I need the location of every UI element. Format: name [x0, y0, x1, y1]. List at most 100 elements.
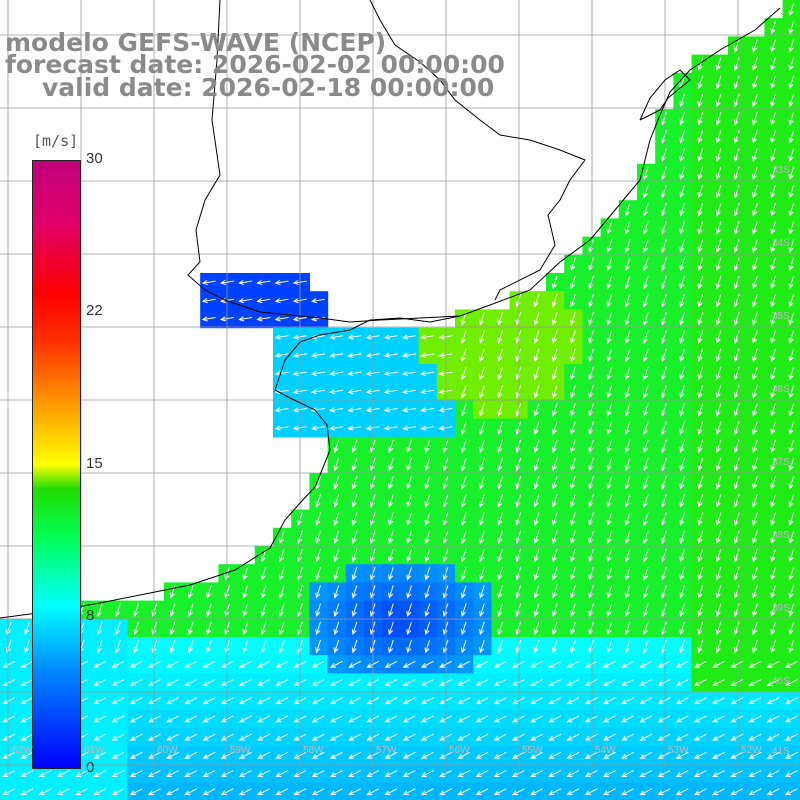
wind-arrow [329, 425, 344, 431]
wind-arrow [242, 566, 249, 581]
wind-arrow [642, 603, 649, 617]
wind-arrow [661, 257, 667, 272]
wind-arrow [661, 312, 667, 326]
wind-arrow [479, 585, 485, 599]
wind-arrow [788, 548, 795, 563]
wind-arrow [351, 457, 358, 472]
wind-arrow [752, 312, 758, 326]
wind-arrow [147, 770, 161, 777]
wind-arrow [348, 660, 361, 668]
wind-arrow [151, 639, 158, 654]
wind-arrow [533, 566, 540, 581]
wind-arrow [347, 425, 362, 431]
wind-arrow [621, 679, 634, 686]
wind-arrow [642, 512, 649, 526]
wind-arrow [115, 639, 121, 654]
wind-arrow [475, 751, 489, 759]
wind-arrow [733, 494, 740, 508]
wind-arrow [329, 679, 343, 686]
wind-arrow [329, 697, 343, 705]
wind-arrow [406, 457, 412, 472]
wind-arrow [693, 679, 707, 686]
wind-arrow [679, 293, 685, 308]
wind-arrow [712, 733, 725, 741]
wind-arrow [401, 334, 416, 340]
wind-arrow [457, 679, 471, 686]
wind-arrow [784, 751, 798, 759]
wind-arrow [460, 439, 467, 454]
wind-arrow [570, 384, 576, 399]
wind-arrow [439, 788, 452, 796]
wind-arrow [242, 585, 249, 599]
wind-arrow [624, 366, 631, 381]
wind-arrow [497, 566, 503, 581]
wind-arrow [624, 457, 631, 472]
wind-arrow [402, 715, 416, 723]
wind-arrow [460, 603, 467, 617]
wind-arrow [733, 530, 740, 545]
wind-arrow [548, 788, 562, 796]
wind-arrow [570, 348, 576, 363]
wind-arrow [697, 75, 704, 90]
wind-arrow [115, 621, 121, 636]
wind-arrow [697, 57, 704, 71]
wind-arrow [606, 239, 613, 253]
wind-arrow [315, 566, 321, 581]
wind-arrow [129, 751, 143, 759]
wind-arrow [219, 279, 234, 286]
wind-arrow [770, 475, 776, 490]
wind-arrow [238, 697, 252, 705]
wind-arrow [675, 697, 689, 705]
wind-arrow [497, 330, 503, 344]
lon-label: 60W [157, 745, 178, 756]
wind-arrow [347, 389, 362, 395]
title-valid-date: valid date: 2026-02-18 00:00:00 [42, 73, 495, 102]
wind-arrow [202, 733, 216, 741]
wind-arrow [642, 202, 649, 217]
wind-arrow [238, 298, 253, 304]
wind-arrow [679, 166, 685, 181]
wind-arrow [752, 75, 758, 90]
wind-arrow [784, 715, 798, 723]
wind-arrow [770, 257, 776, 272]
wind-arrow [96, 603, 103, 617]
wind-arrow [606, 421, 613, 435]
wind-arrow [460, 421, 467, 435]
wind-arrow [220, 660, 234, 668]
wind-arrow [406, 494, 412, 508]
wind-arrow [24, 639, 30, 654]
wind-arrow [497, 457, 503, 472]
wind-arrow [657, 788, 671, 796]
wind-arrow [788, 184, 795, 199]
wind-arrow [460, 475, 467, 490]
wind-arrow [733, 585, 740, 599]
wind-arrow [784, 697, 798, 705]
wind-arrow [348, 697, 361, 705]
wind-arrow [657, 770, 671, 777]
wind-arrow [712, 660, 725, 668]
wind-arrow [566, 751, 580, 759]
wind-arrow [551, 530, 558, 545]
wind-arrow [351, 494, 358, 508]
wind-arrow [584, 788, 598, 796]
wind-arrow [551, 403, 558, 417]
wind-arrow [111, 770, 125, 777]
wind-arrow [310, 352, 325, 358]
wind-arrow [275, 715, 289, 723]
wind-arrow [770, 348, 776, 363]
wind-arrow [679, 494, 685, 508]
wind-arrow [348, 770, 361, 777]
wind-arrow [533, 293, 540, 308]
wind-arrow [460, 366, 467, 381]
wind-arrow [256, 316, 271, 322]
wind-arrow [642, 239, 649, 253]
wind-arrow [752, 130, 758, 144]
wind-arrow [347, 370, 362, 377]
wind-arrow [402, 751, 416, 759]
wind-arrow [366, 788, 380, 796]
wind-arrow [406, 530, 412, 545]
wind-arrow [752, 57, 758, 71]
wind-arrow [770, 202, 776, 217]
wind-arrow [697, 257, 704, 272]
wind-arrow [697, 348, 704, 363]
